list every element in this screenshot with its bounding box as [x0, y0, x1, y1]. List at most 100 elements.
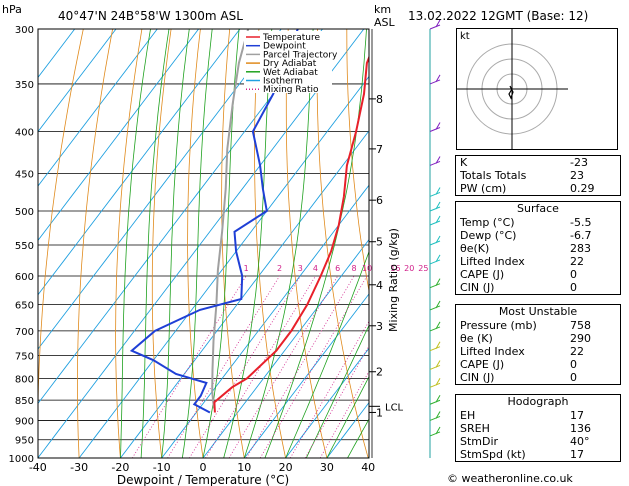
wind-barb [429, 240, 441, 246]
wind-barb-flag [435, 411, 441, 419]
km-tick-label: 3 [376, 320, 383, 333]
mixing-ratio-label: 8 [351, 264, 356, 273]
asl-label: ASL [374, 16, 395, 29]
isotherm-line [120, 130, 369, 458]
mu-li-row: Lifted Index 22 [460, 345, 584, 358]
sreh-row: SREH 136 [460, 422, 591, 435]
legend-label: Isotherm [263, 77, 303, 87]
isotherm-line [78, 75, 369, 458]
dry-adiabat-line [285, 29, 328, 458]
location-title: 40°47'N 24B°58'W 1300m ASL [58, 9, 243, 23]
wind-barb [429, 192, 441, 197]
wind-barb-flag [435, 156, 441, 164]
mixing-ratio-line [131, 275, 247, 458]
mixing-ratio-axis-title: Mixing Ratio (g/kg) [387, 228, 400, 332]
isotherm-line [38, 29, 199, 242]
wind-barb-flag [435, 19, 441, 28]
temperature-line [213, 55, 369, 413]
wind-barb [429, 161, 441, 166]
isotherm-line [38, 29, 323, 405]
plot-frame [37, 28, 370, 459]
mixing-ratio-line [246, 275, 355, 458]
wind-barb [429, 326, 441, 332]
dry-adiabat-line [316, 29, 369, 458]
mu-cape-row: CAPE (J) 0 [460, 358, 577, 371]
wind-barb [429, 24, 441, 30]
pressure-tick-label: 900 [15, 416, 34, 427]
wind-barb-flag [435, 254, 441, 263]
legend-label: Dewpoint [263, 42, 306, 52]
isotherm-line [38, 29, 158, 187]
pressure-tick-label: 800 [15, 374, 34, 385]
isotherm-line [38, 29, 282, 350]
pressure-tick-label: 750 [15, 351, 34, 362]
mixing-ratio-label: 10 [362, 264, 372, 273]
mixing-ratio-label: 16 [390, 264, 400, 273]
isotherm-line [326, 401, 369, 458]
indices-table: K -23 Totals Totals 23 PW (cm) 0.29 [455, 155, 621, 196]
wind-barb [429, 431, 441, 437]
hodograph-table: Hodograph EH 17 SREH 136 StmDir 40° StmSpd … [455, 394, 621, 462]
km-tick-label: 6 [376, 194, 383, 207]
dry-adiabat-line [115, 29, 143, 458]
surface-temp-row: Temp (°C) -5.5 [460, 216, 592, 229]
surface-dewp-row: Dewp (°C) -6.7 [460, 229, 592, 242]
isotherm-line [243, 293, 369, 458]
temperature-tick-label: 30 [320, 461, 334, 474]
hodo-title: Hodograph [507, 395, 569, 408]
isotherm-line [38, 29, 76, 79]
mixing-ratio-label: 6 [335, 264, 340, 273]
pressure-tick-label: 450 [15, 169, 34, 180]
pressure-tick-label: 950 [15, 436, 34, 447]
pressure-tick-label: 700 [15, 327, 34, 338]
wind-barb [429, 415, 441, 421]
wind-barb-flag [435, 278, 441, 286]
wet-adiabat-line [243, 29, 314, 458]
wind-barb-flag [435, 300, 441, 309]
k-row: K -23 [460, 156, 588, 169]
temperature-tick-label: -10 [153, 461, 171, 474]
pressure-tick-label: 500 [15, 207, 34, 218]
stmdir-row: StmDir 40° [460, 435, 590, 448]
mixing-ratio-label: 3 [298, 264, 303, 273]
km-tick-label: 2 [376, 366, 383, 379]
wet-adiabat-line [305, 324, 369, 458]
surface-theta-row: θe(K) 283 [460, 242, 591, 255]
wind-barb-flag [435, 187, 441, 195]
wet-adiabat-line [140, 29, 170, 458]
mixing-ratio-label: 2 [277, 264, 282, 273]
surface-cin-row: CIN (J) 0 [460, 281, 577, 294]
wind-barb-flag [435, 215, 441, 224]
wind-barb-flag [435, 74, 441, 83]
legend-label: Wet Adiabat [263, 68, 318, 78]
parcel-trajectory-line [211, 29, 250, 409]
wind-barb [429, 382, 441, 388]
mu-pres-row: Pressure (mb) 758 [460, 319, 591, 332]
surface-cape-row: CAPE (J) 0 [460, 268, 577, 281]
wet-adiabat-line [161, 29, 190, 458]
temperature-tick-label: -30 [70, 461, 88, 474]
legend-label: Parcel Trajectory [263, 50, 338, 60]
isotherm-line [161, 184, 369, 458]
wind-barb-flag [435, 235, 441, 244]
mixing-ratio-line [259, 275, 368, 458]
temperature-tick-label: 40 [361, 461, 375, 474]
isotherm-line [38, 29, 241, 296]
temperature-tick-label: 0 [200, 461, 207, 474]
temperature-tick-label: -40 [29, 461, 47, 474]
pressure-unit-label: hPa [2, 3, 22, 16]
wet-adiabat-line [326, 375, 369, 458]
wind-barb [429, 346, 441, 352]
km-tick-label: 4 [376, 279, 383, 292]
km-tick-label: 5 [376, 236, 383, 249]
pressure-tick-label: 1000 [9, 454, 34, 465]
wind-barb-flag [435, 122, 441, 130]
mu-title: Most Unstable [498, 305, 578, 318]
wet-adiabat-line [181, 29, 213, 458]
wind-barb [429, 79, 441, 85]
wind-barb [429, 127, 441, 132]
mixing-ratio-line [167, 275, 280, 458]
wind-barb-flag [435, 341, 441, 349]
plot-area [38, 29, 369, 458]
